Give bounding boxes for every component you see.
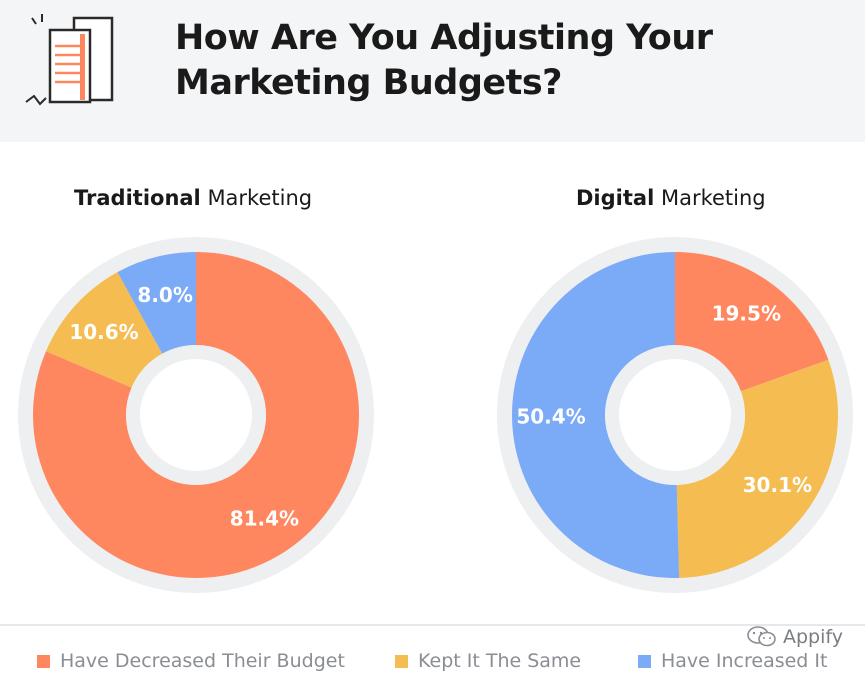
donut-slice-have-increased-it <box>511 252 680 578</box>
legend-swatch <box>395 654 408 668</box>
legend-item-increased: Have Increased It <box>638 650 827 672</box>
chart-title-bold: Digital <box>576 186 655 210</box>
donut-slice-have-decreased-their-budget <box>32 252 359 578</box>
data-label: 50.4% <box>516 405 585 429</box>
legend-item-same: Kept It The Same <box>395 650 581 672</box>
data-label: 30.1% <box>743 473 812 497</box>
watermark: Appify <box>743 626 847 648</box>
donut-slice-have-increased-it <box>117 252 196 354</box>
donut-digital: 19.5% 30.1% 50.4% <box>497 237 853 593</box>
chart-title-digital: Digital Marketing <box>576 186 766 210</box>
donut-slice-kept-it-the-same <box>46 272 163 388</box>
donut-hole <box>619 359 731 471</box>
chart-title-rest: Marketing <box>200 186 313 210</box>
document-icon <box>25 14 114 106</box>
legend: Have Decreased Their Budget Kept It The … <box>0 624 865 681</box>
donut-slice-kept-it-the-same <box>676 359 838 578</box>
watermark-text: Appify <box>783 626 843 648</box>
legend-label: Have Decreased Their Budget <box>60 650 345 672</box>
legend-label: Have Increased It <box>661 650 828 672</box>
data-label: 19.5% <box>712 302 781 326</box>
donut-traditional: 81.4% 10.6% 8.0% <box>18 237 374 593</box>
donut-slice-have-decreased-their-budget <box>675 252 829 392</box>
page-title: How Are You Adjusting Your Marketing Bud… <box>175 18 713 103</box>
wechat-icon <box>747 626 776 647</box>
legend-swatch <box>37 654 50 668</box>
donut-hole <box>140 359 252 471</box>
chart-title-traditional: Traditional Marketing <box>74 186 312 210</box>
chart-title-bold: Traditional <box>74 186 201 210</box>
data-label: 8.0% <box>137 283 192 307</box>
legend-label: Kept It The Same <box>418 650 582 672</box>
header-banner: How Are You Adjusting Your Marketing Bud… <box>0 0 865 142</box>
data-label: 10.6% <box>69 320 138 344</box>
chart-title-rest: Marketing <box>654 186 766 210</box>
legend-swatch <box>638 654 651 668</box>
data-label: 81.4% <box>230 506 299 530</box>
donut-charts: 81.4% 10.6% 8.0% 19.5% 30.1% 50.4% <box>18 237 853 593</box>
legend-item-decreased: Have Decreased Their Budget <box>37 650 345 672</box>
